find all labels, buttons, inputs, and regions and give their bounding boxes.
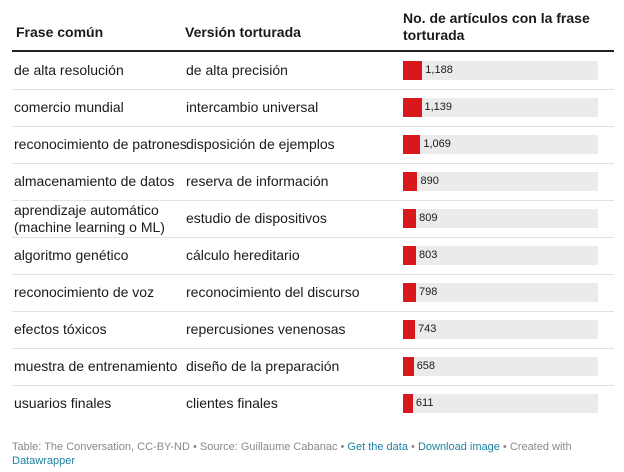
datawrapper-link[interactable]: Datawrapper bbox=[12, 455, 75, 467]
bar-background bbox=[403, 98, 598, 117]
header-divider bbox=[12, 50, 614, 52]
bar-background bbox=[403, 394, 598, 413]
footer-source: Table: The Conversation, CC-BY-ND • Sour… bbox=[12, 441, 348, 453]
bar-background bbox=[403, 246, 598, 265]
bar-background bbox=[403, 61, 598, 80]
common-phrase-cell: comercio mundial bbox=[14, 99, 124, 115]
tortured-version-cell: de alta precisión bbox=[186, 62, 288, 78]
bar bbox=[403, 98, 422, 117]
bar bbox=[403, 209, 417, 228]
common-phrase-cell: aprendizaje automático (machine learning… bbox=[14, 201, 165, 235]
bar bbox=[403, 135, 421, 154]
bar-background bbox=[403, 209, 598, 228]
bar bbox=[403, 172, 418, 191]
common-phrase-cell: usuarios finales bbox=[14, 395, 112, 411]
header-tortured-version: Versión torturada bbox=[185, 24, 301, 40]
row-divider bbox=[12, 126, 614, 127]
row-divider bbox=[12, 385, 614, 386]
bar-background bbox=[403, 172, 598, 191]
header-common-phrase: Frase común bbox=[16, 24, 104, 40]
row-divider bbox=[12, 237, 614, 238]
row-divider bbox=[12, 163, 614, 164]
row-divider bbox=[12, 311, 614, 312]
bar-background bbox=[403, 283, 598, 302]
bar-background bbox=[403, 135, 598, 154]
row-divider bbox=[12, 200, 614, 201]
common-phrase-cell: almacenamiento de datos bbox=[14, 173, 175, 189]
bar-background bbox=[403, 357, 598, 376]
tortured-version-cell: cálculo hereditario bbox=[186, 247, 300, 263]
common-phrase-cell: de alta resolución bbox=[14, 62, 124, 78]
tortured-version-cell: estudio de dispositivos bbox=[186, 210, 327, 226]
bar bbox=[403, 61, 423, 80]
footer-created-with: • Created with bbox=[499, 441, 572, 453]
bar-value-label: 798 bbox=[418, 286, 438, 298]
tortured-version-cell: disposición de ejemplos bbox=[186, 136, 335, 152]
footer-separator: • bbox=[407, 441, 418, 453]
tortured-version-cell: intercambio universal bbox=[186, 99, 319, 115]
bar-background bbox=[403, 320, 598, 339]
tortured-version-cell: repercusiones venenosas bbox=[186, 321, 346, 337]
bar-value-label: 658 bbox=[416, 360, 436, 372]
bar-value-label: 1,069 bbox=[423, 138, 451, 150]
bar-value-label: 1,139 bbox=[424, 101, 453, 113]
get-data-link[interactable]: Get the data bbox=[347, 441, 408, 453]
common-phrase-cell: reconocimiento de voz bbox=[14, 284, 155, 300]
bar-value-label: 803 bbox=[419, 249, 438, 261]
tortured-version-cell: clientes finales bbox=[186, 395, 278, 411]
bar bbox=[403, 283, 416, 302]
tortured-version-cell: reconocimiento del discurso bbox=[186, 284, 360, 300]
common-phrase-cell: algoritmo genético bbox=[14, 247, 129, 263]
common-phrase-cell: muestra de entrenamiento bbox=[14, 358, 178, 374]
tortured-version-cell: diseño de la preparación bbox=[186, 358, 340, 374]
common-phrase-cell: efectos tóxicos bbox=[14, 321, 107, 337]
bar-value-label: 1,188 bbox=[425, 64, 453, 76]
bar-value-label: 743 bbox=[418, 323, 437, 335]
bar-value-label: 890 bbox=[420, 175, 439, 187]
common-phrase-cell: reconocimiento de patrones bbox=[14, 136, 187, 152]
bar bbox=[403, 357, 414, 376]
bar-value-label: 809 bbox=[419, 212, 438, 224]
bar-value-label: 611 bbox=[415, 397, 434, 409]
header-article-count: No. de artículos con la frase torturada bbox=[403, 10, 590, 43]
bar bbox=[403, 320, 416, 339]
bar bbox=[403, 246, 417, 265]
row-divider bbox=[12, 348, 614, 349]
tortured-version-cell: reserva de información bbox=[186, 173, 329, 189]
bar bbox=[403, 394, 413, 413]
row-divider bbox=[12, 89, 614, 90]
row-divider bbox=[12, 274, 614, 275]
footer: Table: The Conversation, CC-BY-ND • Sour… bbox=[12, 440, 612, 468]
download-image-link[interactable]: Download image bbox=[417, 441, 500, 453]
